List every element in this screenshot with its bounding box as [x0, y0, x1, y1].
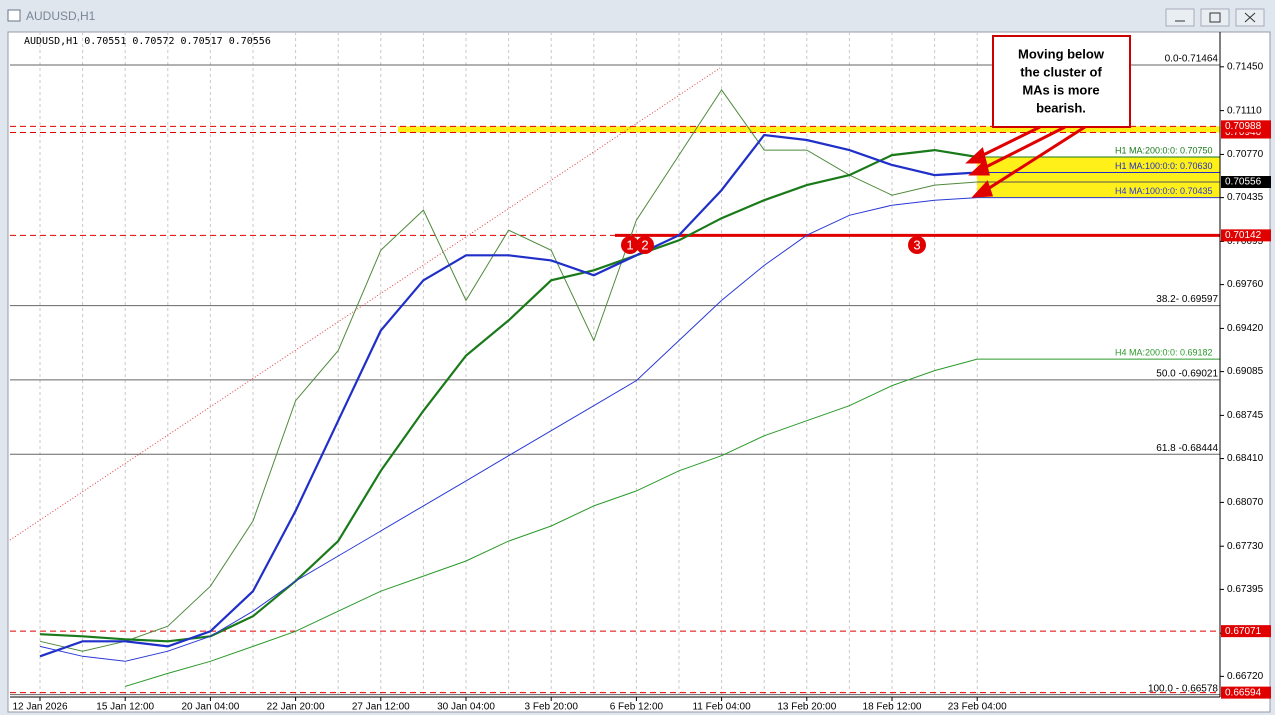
- y-tick-label: 0.69760: [1227, 279, 1264, 290]
- y-tick-label: 0.66720: [1227, 671, 1264, 682]
- price-tag-label: 0.70142: [1225, 230, 1262, 241]
- y-tick-label: 0.68410: [1227, 453, 1264, 464]
- x-tick-label: 20 Jan 04:00: [181, 702, 239, 713]
- level-label: 50.0 -0.69021: [1156, 368, 1218, 379]
- y-tick-label: 0.67730: [1227, 541, 1264, 552]
- marker-circle: [621, 236, 639, 254]
- x-tick-label: 22 Jan 20:00: [267, 702, 325, 713]
- window-buttons[interactable]: [1165, 8, 1265, 27]
- level-label: 100.0 - 0.66578: [1148, 683, 1218, 694]
- y-tick-label: 0.70095: [1227, 236, 1264, 247]
- arrowhead: [965, 147, 987, 164]
- level-label: 61.8 -0.68444: [1156, 443, 1218, 454]
- annotation-text: the cluster of: [1020, 64, 1102, 79]
- x-tick-label: 27 Jan 12:00: [352, 702, 410, 713]
- series-line: [39, 89, 978, 652]
- marker-circle: [636, 236, 654, 254]
- annotation-text: MAs is more: [1022, 82, 1099, 97]
- level-label: 38.2- 0.69597: [1156, 294, 1218, 305]
- series-line: [39, 148, 978, 643]
- x-tick-label: 11 Feb 04:00: [692, 702, 751, 713]
- ma-label: H4 MA:100:0:0: 0.70435: [1115, 186, 1213, 196]
- arrow: [976, 125, 1041, 160]
- icon: [1244, 12, 1256, 23]
- y-tick-label: 0.70770: [1227, 149, 1264, 160]
- marker-label: 2: [641, 237, 648, 252]
- price-tag: [1221, 686, 1271, 699]
- plot-frame: [7, 31, 1271, 713]
- arrowhead: [968, 159, 990, 176]
- x-tick-label: 6 Feb 12:00: [610, 702, 664, 713]
- price-tag-label: 0.70988: [1225, 121, 1262, 132]
- x-tick-label: 13 Feb 20:00: [777, 702, 836, 713]
- marker-label: 1: [626, 237, 633, 252]
- price-tag-label: 0.66594: [1225, 687, 1262, 698]
- ma-label: H1 MA:200:0:0: 0.70750: [1115, 145, 1213, 155]
- y-tick-label: 0.69085: [1227, 366, 1264, 377]
- window-icon: [7, 9, 21, 22]
- trend-line: [9, 67, 721, 541]
- x-tick-label: 15 Jan 12:00: [96, 702, 154, 713]
- annotation-box: [992, 35, 1131, 128]
- ma-label: H1 MA:100:0:0: 0.70630: [1115, 161, 1213, 171]
- arrow: [982, 125, 1086, 194]
- series-line: [125, 358, 978, 687]
- annotation-text: bearish.: [1036, 100, 1086, 115]
- price-tag: [1221, 625, 1271, 638]
- zone: [977, 157, 1220, 198]
- y-tick-label: 0.71110: [1227, 105, 1262, 116]
- series-line: [39, 197, 978, 662]
- zone: [398, 126, 1220, 133]
- y-tick-label: 0.69420: [1227, 323, 1264, 334]
- title-bar: [0, 0, 1275, 30]
- x-tick-label: 18 Feb 12:00: [863, 702, 922, 713]
- y-tick-label: 0.71450: [1227, 61, 1264, 72]
- x-tick-label: 3 Feb 20:00: [525, 702, 579, 713]
- x-tick-label: 23 Feb 04:00: [948, 702, 1007, 713]
- price-tag: [1221, 120, 1271, 133]
- window-title: AUDUSD,H1: [26, 9, 96, 23]
- maximize-button[interactable]: [1200, 8, 1230, 27]
- y-tick-label: 0.67395: [1227, 584, 1264, 595]
- annotation-text: Moving below: [1018, 46, 1105, 61]
- arrows: [965, 125, 1086, 198]
- price-tag-label: 0.70940: [1225, 127, 1262, 138]
- y-tick-label: 0.68070: [1227, 497, 1264, 508]
- marker-circle: [908, 236, 926, 254]
- x-tick-label: 12 Jan 2026: [12, 702, 67, 713]
- level-label: 0.0-0.71464: [1165, 54, 1219, 65]
- price-tag-label: 0.70556: [1225, 177, 1262, 188]
- icon: [1209, 12, 1221, 23]
- arrowhead: [971, 180, 994, 198]
- minimize-button[interactable]: [1165, 8, 1195, 27]
- series-line: [39, 133, 978, 658]
- y-tick-label: 0.68745: [1227, 410, 1264, 421]
- price-tag: [1221, 229, 1271, 242]
- marker-label: 3: [913, 237, 920, 252]
- y-tick-label: 0.70435: [1227, 192, 1264, 203]
- chart-header: AUDUSD,H1 0.70551 0.70572 0.70517 0.7055…: [24, 36, 271, 47]
- x-tick-label: 30 Jan 04:00: [437, 702, 495, 713]
- price-tag-label: 0.67071: [1225, 626, 1262, 637]
- ma-label: H4 MA:200:0:0: 0.69182: [1115, 347, 1213, 357]
- arrow: [979, 125, 1066, 172]
- price-tag: [1221, 176, 1271, 189]
